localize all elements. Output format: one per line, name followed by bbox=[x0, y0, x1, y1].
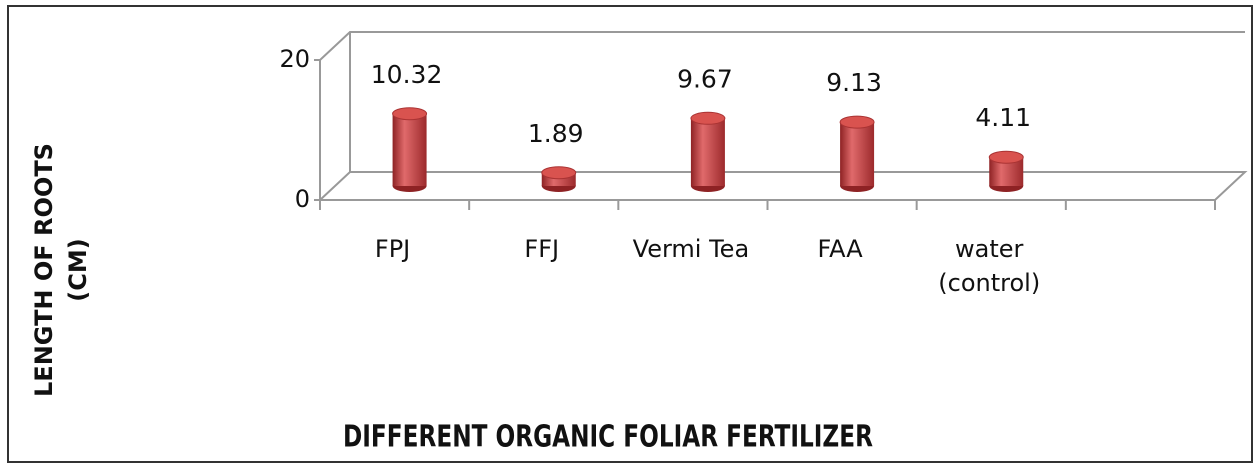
y-axis-title: LENGTH OF ROOTS (CM) bbox=[30, 143, 92, 397]
bar-top bbox=[541, 166, 577, 180]
data-label: 9.13 bbox=[826, 68, 882, 97]
bar-top bbox=[988, 150, 1024, 164]
data-label: 9.67 bbox=[677, 64, 733, 93]
y-tick-label: 20 bbox=[279, 45, 310, 73]
bar-group bbox=[690, 111, 726, 192]
bar-group bbox=[839, 115, 875, 192]
bar-group bbox=[541, 166, 577, 192]
x-tick-label: water (control) bbox=[938, 235, 1040, 297]
y-tick-label: 0 bbox=[295, 185, 310, 213]
x-tick-label: FAA bbox=[818, 235, 864, 263]
x-tick-label: FFJ bbox=[524, 235, 559, 263]
bar-group bbox=[392, 107, 428, 192]
data-label: 10.32 bbox=[371, 60, 443, 89]
bar-top bbox=[690, 111, 726, 125]
x-tick-label: FPJ bbox=[375, 235, 410, 263]
bar-group bbox=[988, 150, 1024, 192]
data-label: 1.89 bbox=[528, 119, 584, 148]
x-tick-label: Vermi Tea bbox=[633, 235, 750, 263]
bar bbox=[690, 118, 725, 186]
bar-top bbox=[839, 115, 875, 129]
x-axis-title: DIFFERENT ORGANIC FOLIAR FERTILIZER bbox=[343, 419, 873, 454]
bar bbox=[392, 113, 427, 186]
frame-border bbox=[7, 5, 1253, 463]
bar-top bbox=[392, 107, 428, 121]
bar bbox=[840, 122, 875, 186]
data-label: 4.11 bbox=[975, 103, 1031, 132]
